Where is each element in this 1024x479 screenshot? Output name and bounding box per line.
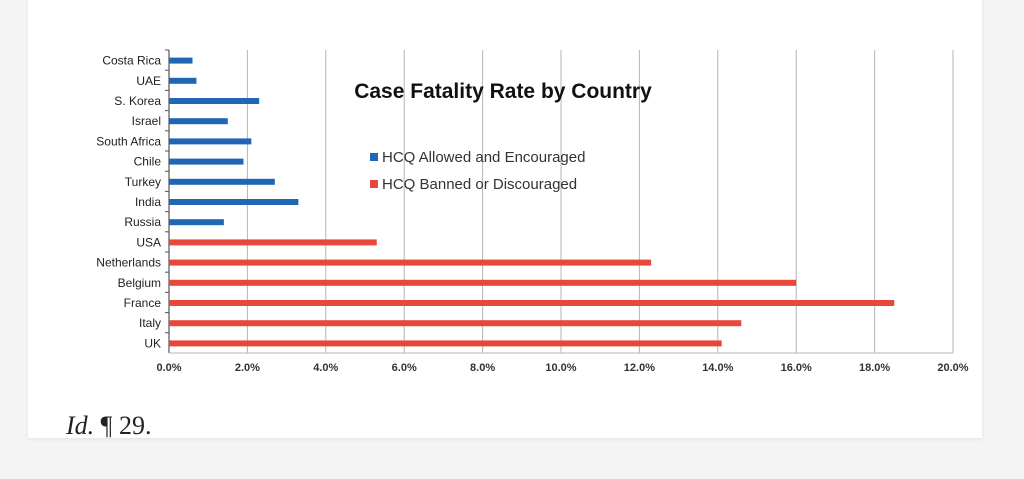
legend-label: HCQ Allowed and Encouraged (382, 149, 585, 166)
bar (169, 259, 652, 266)
legend-swatch (370, 180, 378, 188)
bar (169, 57, 193, 64)
country-labels: Costa Rica UAE S. Korea Israel South Africa C… (96, 54, 161, 351)
x-tick-label: 14.0% (702, 362, 733, 374)
bar (169, 219, 224, 226)
x-tick-label: 4.0% (313, 362, 338, 374)
category-label: Belgium (118, 276, 161, 290)
legend-swatch (370, 153, 378, 161)
category-label: Costa Rica (102, 54, 161, 68)
bar (169, 138, 252, 145)
figure-card: Costa Rica UAE S. Korea Israel South Africa C… (28, 0, 982, 441)
caption-ref: ¶ 29. (100, 411, 152, 440)
case-fatality-chart: Costa Rica UAE S. Korea Israel South Africa C… (96, 49, 969, 374)
bar (169, 300, 895, 306)
category-label: USA (136, 235, 161, 249)
bar (169, 320, 742, 327)
bar (169, 98, 260, 104)
x-tick-label: 2.0% (235, 362, 260, 374)
category-label: Netherlands (96, 256, 161, 270)
x-tick-label: 20.0% (937, 362, 968, 374)
bar (169, 199, 299, 205)
category-label: Italy (139, 316, 161, 330)
bar (169, 239, 377, 246)
bar (169, 77, 197, 84)
caption-id: Id. (66, 411, 95, 440)
x-tick-labels: 0.0% 2.0% 4.0% 6.0% 8.0% 10.0% 12.0% 14.0% 16.0%… (156, 362, 968, 374)
x-tick-label: 10.0% (545, 362, 576, 374)
caption: Id. ¶ 29. (66, 411, 151, 441)
category-label: France (124, 296, 162, 310)
x-tick-label: 12.0% (624, 362, 655, 374)
chart-title: Case Fatality Rate by Country (354, 80, 652, 103)
bar (169, 118, 228, 125)
x-tick-label: 16.0% (781, 362, 812, 374)
category-label: Russia (124, 215, 161, 229)
category-label: Turkey (125, 175, 161, 189)
x-tick-label: 8.0% (470, 362, 495, 374)
bar (169, 158, 244, 165)
category-label: Chile (134, 155, 162, 169)
category-label: Israel (132, 114, 161, 128)
bar (169, 279, 797, 286)
x-tick-label: 0.0% (156, 362, 181, 374)
category-label: S. Korea (114, 94, 161, 108)
bar (169, 340, 722, 347)
x-tick-label: 18.0% (859, 362, 890, 374)
x-tick-label: 6.0% (392, 362, 417, 374)
bar (169, 178, 275, 185)
category-label: UAE (136, 74, 161, 88)
legend: HCQ Allowed and Encouraged HCQ Banned or … (370, 149, 585, 193)
category-label: UK (144, 336, 161, 350)
legend-label: HCQ Banned or Discouraged (382, 176, 577, 193)
category-label: South Africa (96, 134, 161, 148)
category-label: India (135, 195, 161, 209)
bars (169, 57, 895, 347)
